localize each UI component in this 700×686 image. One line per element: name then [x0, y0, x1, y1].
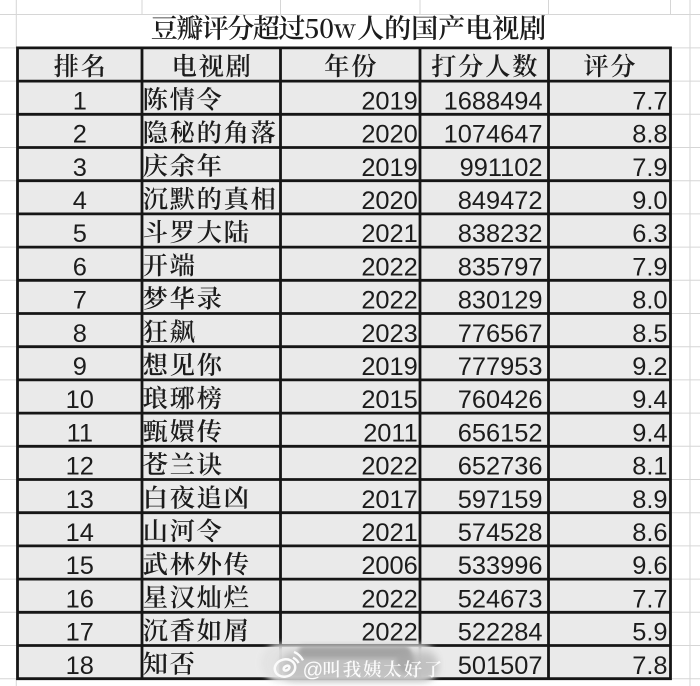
svg-text:2022: 2022	[361, 287, 417, 315]
svg-text:15: 15	[66, 552, 94, 580]
svg-text:5.9: 5.9	[632, 619, 667, 647]
svg-text:7.7: 7.7	[632, 585, 667, 613]
svg-text:17: 17	[66, 619, 94, 647]
svg-text:10: 10	[66, 386, 94, 414]
svg-text:4: 4	[73, 187, 87, 215]
svg-text:7.9: 7.9	[632, 154, 667, 182]
svg-text:2019: 2019	[361, 353, 417, 381]
svg-text:8: 8	[73, 320, 87, 348]
svg-text:597159: 597159	[458, 486, 543, 514]
svg-text:849472: 849472	[458, 187, 543, 215]
svg-text:9.0: 9.0	[632, 187, 667, 215]
svg-text:2022: 2022	[361, 619, 417, 647]
svg-text:1074647: 1074647	[444, 121, 543, 149]
svg-text:652736: 652736	[458, 453, 543, 481]
svg-text:8.6: 8.6	[632, 519, 667, 547]
svg-text:6: 6	[73, 253, 87, 281]
svg-text:991102: 991102	[460, 154, 543, 182]
svg-text:2021: 2021	[361, 220, 417, 248]
svg-text:524673: 524673	[458, 585, 543, 613]
svg-text:2022: 2022	[361, 585, 417, 613]
svg-text:2006: 2006	[361, 552, 417, 580]
svg-text:9.6: 9.6	[632, 552, 667, 580]
svg-text:835797: 835797	[458, 253, 543, 281]
svg-text:522284: 522284	[458, 619, 543, 647]
svg-text:533996: 533996	[458, 552, 543, 580]
svg-text:18: 18	[66, 652, 94, 680]
svg-text:2020: 2020	[361, 187, 417, 215]
svg-text:8.0: 8.0	[632, 287, 667, 315]
svg-text:2015: 2015	[361, 386, 417, 414]
svg-text:8.8: 8.8	[632, 121, 667, 149]
svg-text:14: 14	[66, 519, 94, 547]
svg-text:@: @	[303, 659, 324, 682]
svg-text:2017: 2017	[361, 486, 417, 514]
svg-text:1: 1	[73, 87, 87, 115]
svg-text:7.8: 7.8	[632, 652, 667, 680]
svg-text:830129: 830129	[458, 287, 543, 315]
svg-text:5: 5	[73, 220, 87, 248]
svg-text:574528: 574528	[458, 519, 543, 547]
svg-text:13: 13	[66, 486, 94, 514]
svg-text:776567: 776567	[458, 320, 543, 348]
svg-text:501507: 501507	[458, 652, 543, 680]
svg-text:9.4: 9.4	[632, 419, 667, 447]
svg-text:16: 16	[66, 585, 94, 613]
svg-text:8.9: 8.9	[632, 486, 667, 514]
svg-text:2023: 2023	[361, 320, 417, 348]
svg-text:7.9: 7.9	[632, 253, 667, 281]
svg-text:9.2: 9.2	[632, 353, 667, 381]
svg-text:8.5: 8.5	[632, 320, 667, 348]
svg-text:2021: 2021	[361, 519, 417, 547]
svg-text:656152: 656152	[458, 419, 543, 447]
svg-text:7.7: 7.7	[632, 87, 667, 115]
svg-text:760426: 760426	[458, 386, 543, 414]
svg-text:8.1: 8.1	[632, 453, 667, 481]
svg-text:11: 11	[67, 419, 93, 447]
svg-text:838232: 838232	[458, 220, 543, 248]
svg-text:7: 7	[73, 287, 87, 315]
svg-text:3: 3	[73, 154, 87, 182]
svg-text:2022: 2022	[361, 453, 417, 481]
svg-text:2019: 2019	[361, 154, 417, 182]
svg-text:777953: 777953	[458, 353, 543, 381]
svg-text:2020: 2020	[361, 121, 417, 149]
svg-text:12: 12	[66, 453, 94, 481]
svg-text:2019: 2019	[361, 87, 417, 115]
svg-text:1688494: 1688494	[444, 87, 543, 115]
svg-text:9: 9	[73, 353, 87, 381]
svg-text:2022: 2022	[361, 253, 417, 281]
svg-text:9.4: 9.4	[632, 386, 667, 414]
svg-text:6.3: 6.3	[632, 220, 667, 248]
svg-text:2: 2	[73, 121, 87, 149]
svg-text:2011: 2011	[363, 419, 418, 447]
